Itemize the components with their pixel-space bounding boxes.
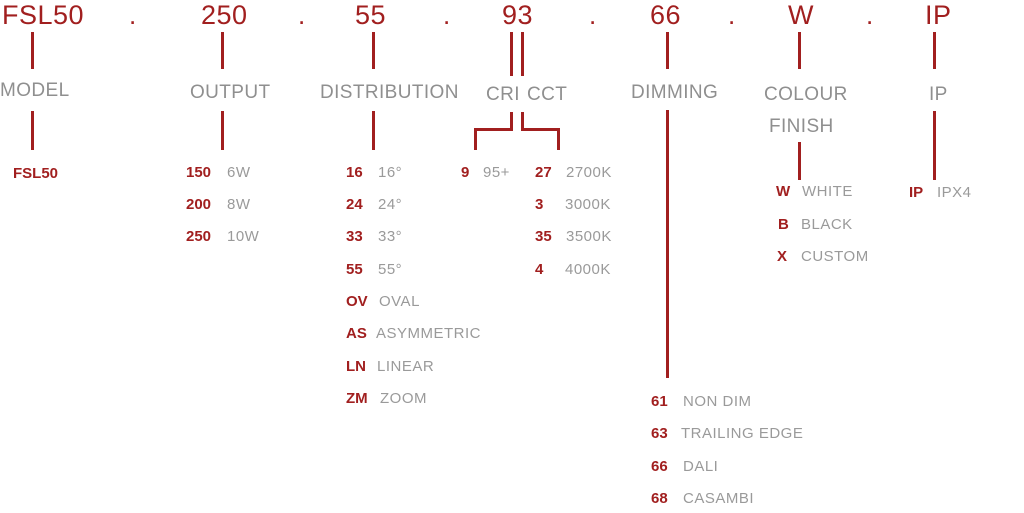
option-code-distribution: 55	[346, 261, 363, 278]
option-code-output: 250	[186, 228, 212, 245]
separator-dot: .	[129, 0, 137, 30]
header-distribution: DISTRIBUTION	[320, 82, 459, 103]
option-desc-output: 6W	[227, 164, 251, 181]
option-desc-dimming: NON DIM	[683, 393, 752, 410]
separator-dot: .	[866, 0, 874, 30]
header-model: MODEL	[0, 80, 70, 101]
connector-cct-top	[521, 32, 524, 76]
connector-output-top	[221, 32, 224, 69]
option-desc-cri: 95+	[483, 164, 510, 181]
option-desc-distribution: ASYMMETRIC	[376, 325, 482, 342]
separator-dot: .	[589, 0, 597, 30]
option-desc-colour: CUSTOM	[801, 248, 869, 265]
option-desc-distribution: 16°	[378, 164, 403, 181]
option-desc-distribution: OVAL	[379, 293, 420, 310]
code-colour: W	[788, 0, 814, 30]
option-desc-cct: 4000K	[565, 261, 611, 278]
option-code-distribution: LN	[346, 358, 366, 375]
header-cct: CCT	[527, 84, 568, 105]
option-desc-cct: 3000K	[565, 196, 611, 213]
header-ip: IP	[929, 84, 948, 105]
connector-cri-bracket	[474, 128, 477, 150]
option-code-cct: 4	[535, 261, 544, 278]
option-code-distribution: OV	[346, 293, 368, 310]
separator-dot: .	[728, 0, 736, 30]
option-code-cct: 27	[535, 164, 552, 181]
option-desc-distribution: 33°	[378, 228, 403, 245]
option-code-colour: W	[776, 183, 791, 200]
code-cri-cct: 93	[502, 0, 534, 30]
option-code-distribution: 33	[346, 228, 363, 245]
connector-cct-bracket	[557, 128, 560, 150]
option-desc-dimming: DALI	[683, 458, 719, 475]
code-ip: IP	[925, 0, 952, 30]
option-desc-distribution: 55°	[378, 261, 403, 278]
header-cri: CRI	[486, 84, 520, 105]
connector-ip-top	[933, 32, 936, 69]
header-colour-line2: FINISH	[769, 116, 834, 137]
header-output: OUTPUT	[190, 82, 271, 103]
header-dimming: DIMMING	[631, 82, 719, 103]
option-desc-colour: WHITE	[802, 183, 853, 200]
connector-output-bottom	[221, 111, 224, 150]
option-code-colour: B	[778, 216, 789, 233]
connector-dimming-top	[666, 32, 669, 69]
option-code-dimming: 61	[651, 393, 668, 410]
connector-colour-top	[798, 32, 801, 69]
option-code-dimming: 66	[651, 458, 668, 475]
option-desc-ip: IPX4	[937, 184, 972, 201]
option-code-distribution: 16	[346, 164, 363, 181]
separator-dot: .	[443, 0, 451, 30]
option-code-dimming: 68	[651, 490, 668, 507]
connector-dimming-bottom	[666, 110, 669, 378]
connector-colour-bottom	[798, 142, 801, 180]
option-code-distribution: ZM	[346, 390, 368, 407]
connector-ip-bottom	[933, 111, 936, 180]
option-code-distribution: AS	[346, 325, 367, 342]
option-desc-distribution: 24°	[378, 196, 403, 213]
header-colour-line1: COLOUR	[764, 84, 848, 105]
option-desc-cct: 3500K	[566, 228, 612, 245]
option-code-cct: 3	[535, 196, 544, 213]
connector-distribution-top	[372, 32, 375, 69]
option-desc-distribution: LINEAR	[377, 358, 435, 375]
connector-cri-bracket	[474, 128, 513, 131]
connector-cri-top	[510, 32, 513, 76]
option-desc-dimming: TRAILING EDGE	[681, 425, 804, 442]
option-code-distribution: 24	[346, 196, 363, 213]
code-distribution: 55	[355, 0, 387, 30]
option-code-model: FSL50	[13, 165, 59, 182]
option-desc-distribution: ZOOM	[380, 390, 427, 407]
code-output: 250	[201, 0, 248, 30]
separator-dot: .	[298, 0, 306, 30]
option-code-cct: 35	[535, 228, 552, 245]
connector-cct-bracket	[521, 128, 560, 131]
option-code-output: 200	[186, 196, 212, 213]
connector-cri-bracket	[510, 112, 513, 130]
option-desc-output: 10W	[227, 228, 260, 245]
option-desc-colour: BLACK	[801, 216, 853, 233]
option-code-colour: X	[777, 248, 788, 265]
option-code-dimming: 63	[651, 425, 668, 442]
code-dimming: 66	[650, 0, 682, 30]
option-code-output: 150	[186, 164, 212, 181]
option-desc-cct: 2700K	[566, 164, 612, 181]
option-desc-dimming: CASAMBI	[683, 490, 755, 507]
code-model: FSL50	[2, 0, 85, 30]
option-desc-output: 8W	[227, 196, 251, 213]
connector-cct-bracket	[521, 112, 524, 130]
connector-model-top	[31, 32, 34, 69]
connector-distribution-bottom	[372, 111, 375, 150]
connector-model-bottom	[31, 111, 34, 150]
option-code-cri: 9	[461, 164, 470, 181]
option-code-ip: IP	[909, 184, 924, 201]
